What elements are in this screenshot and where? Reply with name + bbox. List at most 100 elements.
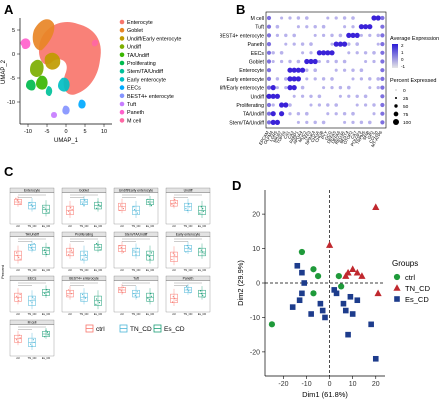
boxplot-strip-label: Tuft	[133, 276, 139, 280]
dotplot-dot	[380, 24, 385, 29]
pca-ytick-label: -20	[250, 349, 260, 356]
dotplot-dot	[309, 103, 313, 107]
dotplot-dot	[291, 85, 297, 91]
boxplot-x-label: ctrl	[120, 268, 124, 272]
boxplot-point	[97, 244, 99, 246]
umap-legend-swatch	[119, 77, 125, 82]
dotplot-dot	[321, 24, 326, 29]
boxplot-point	[186, 209, 188, 211]
avg-expression-tick: 0	[401, 57, 404, 62]
pca-point-tn-cd	[353, 268, 361, 276]
dotplot-dot	[309, 94, 313, 99]
boxplot-strip-label: Early enterocyte	[176, 232, 201, 236]
boxplot-x-label: TN_CD	[80, 268, 89, 272]
umap-cluster-enterocyte	[38, 22, 101, 95]
boxplot-x-label: ctrl	[16, 224, 20, 228]
dotplot-dot	[334, 59, 338, 64]
boxplot-point	[172, 252, 174, 254]
dotplot-dot	[287, 67, 293, 73]
boxplot-panel: Enterocyte ctrl TN_CD Es_CD	[9, 187, 55, 228]
boxplot-x-label: ctrl	[172, 224, 176, 228]
boxplot-point	[18, 300, 20, 302]
umap-xtick-label: -5	[45, 129, 50, 135]
dotplot-dot	[296, 120, 300, 124]
boxplot-strip-label: Enterocyte	[24, 188, 40, 192]
boxplot-point	[32, 339, 35, 341]
boxplot-x-label: Es_CD	[146, 268, 154, 272]
pct-expressed-tick: 50	[403, 104, 409, 110]
boxplot-point	[33, 243, 35, 245]
dotplot-gene-label: DEFA5	[326, 129, 337, 144]
boxplot-x-label: TN_CD	[132, 312, 141, 316]
boxplot-frame	[165, 280, 211, 313]
boxplot-point	[31, 345, 33, 347]
dotplot-dot	[305, 77, 309, 81]
umap-cluster-shapes	[20, 19, 101, 118]
boxplot-x-label: Es_CD	[94, 268, 102, 272]
boxplot-point	[133, 293, 135, 295]
dotplot-dot	[380, 50, 385, 55]
umap-legend-label: Stem/TA/Undiff	[127, 69, 164, 75]
pca-point-es-cd	[372, 355, 379, 362]
boxplot-point	[99, 249, 101, 251]
dotplot-dot	[300, 94, 305, 98]
dotplot-dot	[291, 76, 297, 82]
boxplot-point	[202, 294, 204, 296]
boxplot-strip-label: Undiff/Early enterocyte	[119, 188, 153, 192]
dotplot-dot	[347, 42, 351, 46]
dotplot-dot	[329, 50, 335, 56]
dotplot-row-label: Undiff/Early enterocyte	[220, 86, 264, 92]
panel-label-d: D	[232, 178, 242, 193]
dotplot-dot	[376, 42, 380, 46]
dotplot-dot	[309, 51, 313, 55]
dotplot-dot	[279, 102, 285, 108]
umap-legend-label: BEST4+ enterocyte	[127, 94, 174, 100]
boxplot-grid: Percent Enterocyte ctrl TN_CD Es_CD Goblet ct…	[0, 187, 211, 360]
dotplot-dot	[292, 94, 296, 98]
dotplot-dot	[313, 68, 318, 73]
boxplot-point	[174, 254, 176, 256]
pca-point-es-cd	[319, 307, 326, 314]
dotplot-dot	[270, 93, 276, 99]
dotplot-dot	[271, 59, 275, 64]
dotplot-gene-label: REG3A	[334, 130, 346, 145]
panel-label-c: C	[4, 164, 14, 179]
boxplot-point	[200, 206, 202, 208]
dotplot-dot	[380, 85, 385, 90]
dotplot-dot	[275, 86, 279, 90]
pca-point-es-cd	[340, 300, 347, 307]
dotplot-gene-label: CA1	[282, 129, 291, 139]
pca-point-es-cd	[333, 290, 340, 297]
pct-expressed-title: Percent Expressed	[390, 78, 436, 84]
dotplot-dot	[305, 120, 309, 125]
dotplot-row-label: EECs	[251, 51, 265, 57]
boxplot-point	[174, 201, 176, 203]
dotplot-dot	[266, 15, 272, 21]
boxplot-point	[149, 203, 151, 205]
umap-ylabel: UMAP_2	[1, 59, 7, 84]
boxplot-point	[84, 254, 86, 256]
boxplot-point	[147, 198, 149, 200]
dotplot-dot	[304, 111, 309, 116]
boxplot-point	[19, 293, 21, 296]
dotplot-dot	[266, 76, 272, 81]
dotplot-dot	[351, 120, 355, 125]
pca-point-es-cd	[342, 307, 349, 314]
dotplot-dot	[338, 85, 343, 90]
dotplot-dot	[266, 42, 272, 47]
dotplot-dot	[355, 94, 359, 99]
dotplot-dot	[334, 16, 338, 20]
dotplot-dot	[346, 32, 352, 39]
boxplot-x-label: Es_CD	[42, 268, 50, 272]
boxplot-x-label: ctrl	[120, 312, 124, 316]
boxplot-point	[189, 248, 191, 250]
dotplot-dot	[363, 24, 369, 30]
umap-cluster-early-enterocyte	[58, 77, 70, 92]
umap-xtick-label: -10	[24, 129, 32, 135]
boxplot-strip-label: Stem/TA/Undiff	[125, 232, 148, 236]
pca-legend: ctrl TN_CD Es_CD	[393, 273, 431, 304]
dotplot-dot	[266, 33, 272, 38]
dotplot-gene-label: PYY	[320, 130, 329, 140]
boxplot-point	[30, 247, 32, 249]
boxplot-panel: M cell ctrl TN_CD Es_CD	[9, 319, 55, 360]
